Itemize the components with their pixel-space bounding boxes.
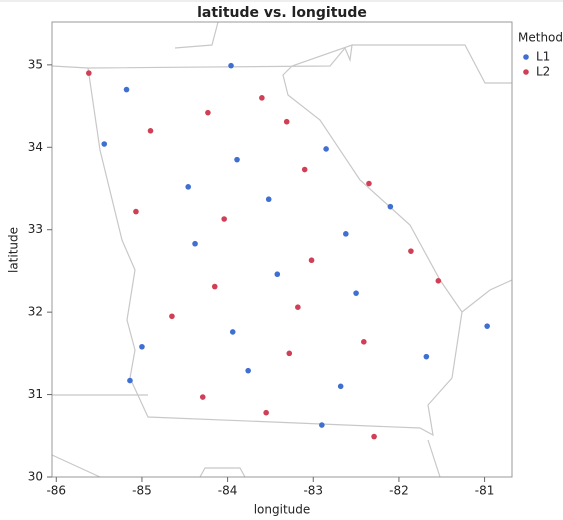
point — [169, 313, 175, 320]
point — [192, 240, 198, 247]
point — [263, 409, 269, 416]
point — [86, 70, 92, 76]
x-axis-label: longitude — [254, 503, 311, 517]
point — [274, 271, 281, 278]
point — [123, 86, 130, 93]
point — [245, 367, 251, 374]
y-tick-label: 31 — [28, 387, 43, 401]
point — [199, 394, 206, 400]
legend-marker — [523, 69, 529, 75]
point — [139, 343, 145, 350]
point — [387, 203, 394, 210]
point — [265, 196, 272, 203]
plot-frame — [51, 21, 513, 478]
legend-label: L2 — [536, 65, 550, 79]
map-background — [51, 21, 513, 478]
point — [133, 208, 139, 215]
x-tick-label: -84 — [218, 484, 238, 498]
point — [337, 383, 344, 390]
point — [205, 109, 211, 116]
x-tick-label: -81 — [475, 484, 495, 498]
chart-title: latitude vs. longitude — [197, 5, 367, 21]
point — [286, 350, 293, 357]
point — [301, 166, 308, 173]
x-tick-label: -85 — [132, 484, 152, 498]
point — [185, 184, 192, 190]
point — [323, 146, 329, 152]
point — [259, 95, 265, 101]
point — [366, 180, 372, 187]
y-tick-label: 35 — [28, 57, 43, 71]
point — [319, 422, 325, 428]
point — [127, 377, 133, 384]
x-tick-label: -86 — [46, 484, 66, 498]
point — [228, 62, 234, 69]
x-tick-label: -83 — [303, 484, 323, 498]
x-tick-label: -82 — [389, 484, 409, 498]
point — [423, 353, 430, 360]
point — [308, 257, 315, 264]
point — [353, 290, 359, 296]
point — [147, 128, 154, 134]
legend-title: Method — [518, 31, 563, 45]
point — [361, 339, 367, 345]
y-tick-label: 30 — [28, 470, 43, 484]
point — [435, 278, 442, 284]
point — [101, 141, 108, 147]
legend-label: L1 — [536, 50, 550, 64]
y-axis-label: latitude — [7, 227, 21, 273]
y-tick-label: 34 — [28, 140, 43, 154]
point — [229, 329, 236, 335]
point — [221, 216, 227, 222]
y-tick-label: 32 — [28, 305, 43, 319]
point — [484, 323, 490, 329]
point — [295, 304, 301, 310]
point — [371, 433, 377, 440]
point — [283, 118, 290, 125]
point — [408, 248, 414, 254]
point — [343, 231, 349, 237]
point — [211, 283, 218, 290]
y-tick-label: 33 — [28, 222, 43, 236]
legend-marker — [523, 54, 529, 60]
point — [234, 156, 240, 163]
